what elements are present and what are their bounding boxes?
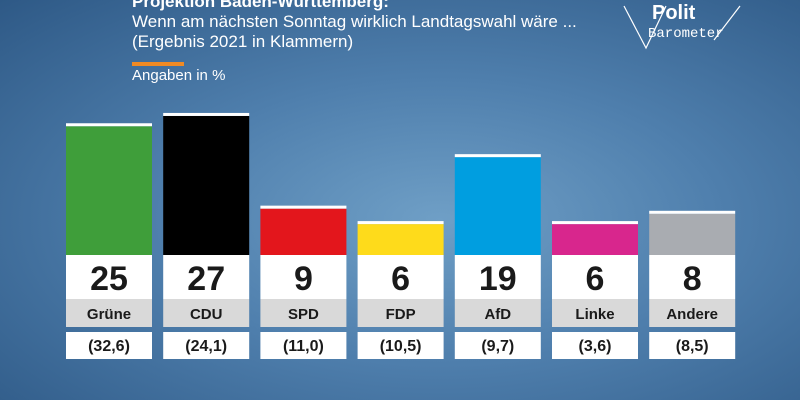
bar-cap <box>552 221 638 225</box>
value-box <box>163 255 250 299</box>
bar-cap <box>260 205 347 209</box>
bar-cap <box>357 221 444 225</box>
chart-subtitle-note: (Ergebnis 2021 in Klammern) <box>132 32 354 51</box>
category-box <box>454 299 541 327</box>
category-label: Andere <box>666 306 718 323</box>
previous-box <box>163 332 250 359</box>
previous-result-label: (8,5) <box>676 338 709 355</box>
previous-box <box>552 332 638 359</box>
category-label: CDU <box>190 306 223 323</box>
chart-subtitle: Wenn am nächsten Sonntag wirklich Landta… <box>132 12 577 31</box>
previous-result-label: (24,1) <box>185 338 227 355</box>
category-label: AfD <box>484 306 511 323</box>
bar <box>649 213 736 255</box>
value-box <box>649 255 736 299</box>
bar <box>357 224 444 255</box>
check-mark-icon <box>623 5 667 50</box>
previous-box <box>357 332 444 359</box>
category-label: SPD <box>288 306 319 323</box>
previous-result-label: (9,7) <box>481 338 514 355</box>
bar <box>552 224 638 255</box>
category-box <box>552 299 638 327</box>
previous-result-label: (11,0) <box>283 338 324 355</box>
value-box <box>66 255 152 299</box>
logo-text-polit: Polit <box>652 2 696 24</box>
value-box <box>454 255 541 299</box>
previous-box <box>454 332 541 359</box>
previous-result-label: (10,5) <box>380 338 422 355</box>
category-box <box>357 299 444 327</box>
category-box <box>260 299 347 327</box>
bar-cap <box>163 112 250 116</box>
previous-result-label: (3,6) <box>579 338 612 355</box>
value-box <box>260 255 347 299</box>
value-label: 9 <box>294 260 313 298</box>
bar-cap <box>649 210 736 214</box>
value-box <box>357 255 444 299</box>
category-box <box>163 299 250 327</box>
unit-label: Angaben in % <box>132 67 226 84</box>
bar <box>260 208 347 255</box>
value-label: 6 <box>391 260 410 298</box>
bar <box>163 115 250 255</box>
bar <box>66 126 152 255</box>
previous-box <box>649 332 736 359</box>
bar <box>454 157 541 255</box>
accent-line <box>132 62 184 66</box>
previous-result-label: (32,6) <box>88 338 130 355</box>
header: Projektion Baden-Württemberg: Wenn am nä… <box>132 0 652 52</box>
previous-box <box>260 332 347 359</box>
bar-cap <box>454 154 541 158</box>
logo-slash-icon <box>713 5 741 41</box>
chart-title: Projektion Baden-Württemberg: <box>132 0 389 11</box>
category-label: Grüne <box>87 306 131 323</box>
politbarometer-logo: Polit Barometer <box>623 2 741 50</box>
category-box <box>66 299 152 327</box>
logo-text-barometer: Barometer <box>648 26 724 42</box>
category-box <box>649 299 736 327</box>
value-label: 25 <box>90 260 128 298</box>
previous-box <box>66 332 152 359</box>
category-label: FDP <box>386 306 416 323</box>
category-label: Linke <box>575 306 614 323</box>
value-label: 8 <box>683 260 702 298</box>
value-label: 27 <box>187 260 225 298</box>
value-label: 19 <box>479 260 517 298</box>
bar-cap <box>66 123 152 127</box>
value-label: 6 <box>586 260 605 298</box>
value-box <box>552 255 638 299</box>
